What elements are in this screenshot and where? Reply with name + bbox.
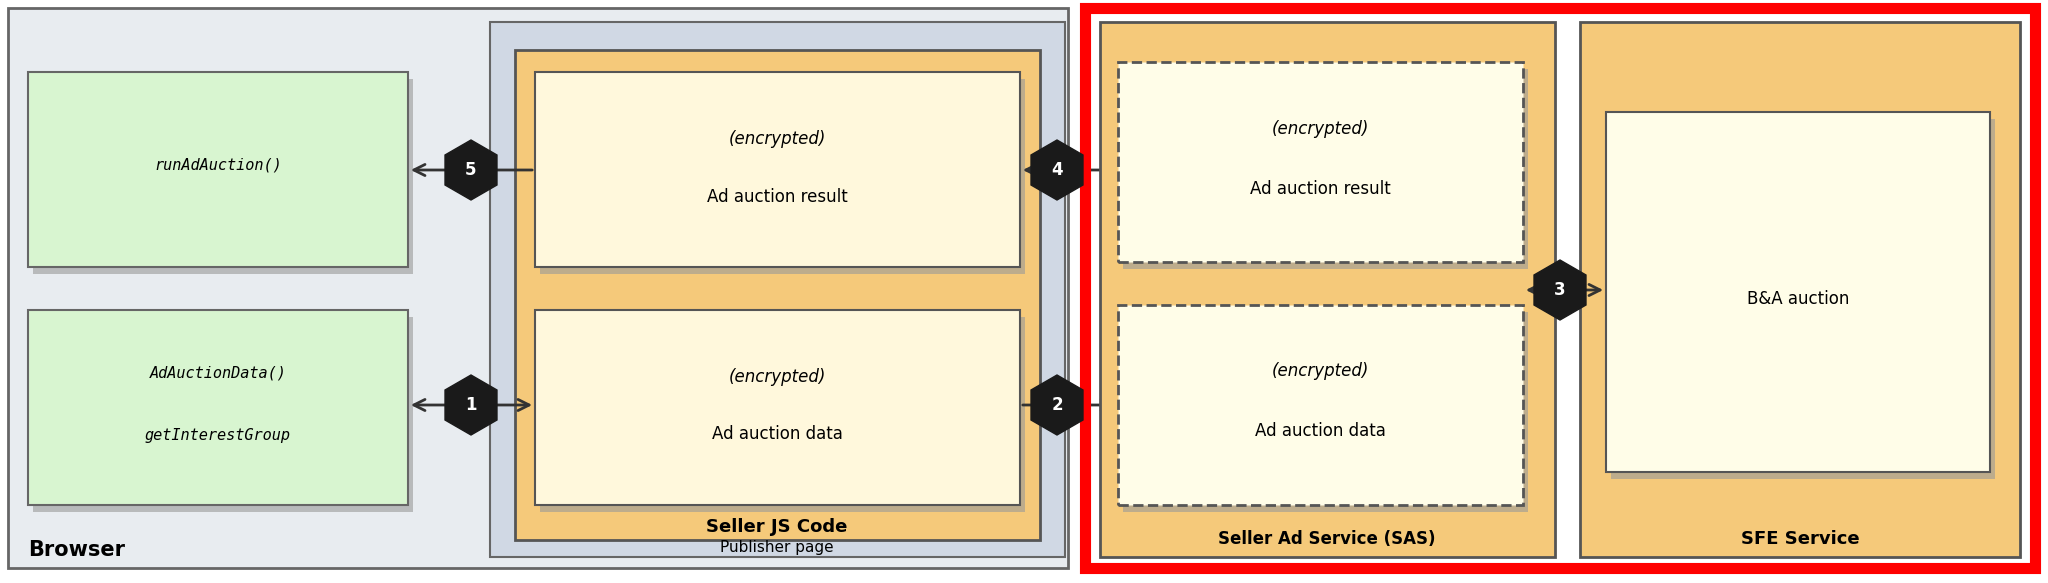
Bar xyxy=(1122,69,1528,269)
Text: Ad auction data: Ad auction data xyxy=(1255,422,1384,440)
Text: 2: 2 xyxy=(1051,396,1063,414)
Text: AdAuctionData(): AdAuctionData() xyxy=(150,365,287,380)
Bar xyxy=(1606,112,1991,472)
Bar xyxy=(1100,22,1554,557)
Bar xyxy=(1579,22,2019,557)
Bar xyxy=(1118,305,1524,505)
Text: Seller JS Code: Seller JS Code xyxy=(707,518,848,536)
Text: 1: 1 xyxy=(465,396,477,414)
Bar xyxy=(541,79,1024,274)
Text: B&A auction: B&A auction xyxy=(1747,290,1849,308)
Bar xyxy=(535,72,1020,267)
Bar xyxy=(1085,8,2036,568)
Bar xyxy=(535,310,1020,505)
Text: (encrypted): (encrypted) xyxy=(729,130,825,148)
Text: runAdAuction(): runAdAuction() xyxy=(154,158,283,173)
Bar xyxy=(1118,62,1524,262)
Text: (encrypted): (encrypted) xyxy=(729,368,825,386)
Text: 4: 4 xyxy=(1051,161,1063,179)
Bar xyxy=(514,50,1040,540)
Text: (encrypted): (encrypted) xyxy=(1272,120,1368,138)
Polygon shape xyxy=(444,140,498,200)
Text: Browser: Browser xyxy=(29,540,125,560)
Text: SFE Service: SFE Service xyxy=(1741,530,1860,548)
Polygon shape xyxy=(1534,260,1585,320)
Polygon shape xyxy=(1030,375,1083,435)
Bar xyxy=(541,317,1024,512)
Text: Ad auction data: Ad auction data xyxy=(711,425,842,443)
Polygon shape xyxy=(1030,140,1083,200)
Text: (encrypted): (encrypted) xyxy=(1272,362,1368,380)
Text: Ad auction result: Ad auction result xyxy=(1249,180,1391,198)
Text: Seller Ad Service (SAS): Seller Ad Service (SAS) xyxy=(1219,530,1436,548)
Bar xyxy=(489,22,1065,557)
Bar xyxy=(33,317,414,512)
Bar xyxy=(33,79,414,274)
Text: 3: 3 xyxy=(1554,281,1567,299)
Text: 5: 5 xyxy=(465,161,477,179)
Polygon shape xyxy=(444,375,498,435)
Bar xyxy=(29,72,408,267)
Text: Ad auction result: Ad auction result xyxy=(707,188,848,206)
Bar xyxy=(8,8,1067,568)
Bar xyxy=(1612,119,1995,479)
Bar xyxy=(1122,312,1528,512)
Text: Publisher page: Publisher page xyxy=(721,540,834,555)
Bar xyxy=(29,310,408,505)
Text: getInterestGroup: getInterestGroup xyxy=(145,428,291,443)
